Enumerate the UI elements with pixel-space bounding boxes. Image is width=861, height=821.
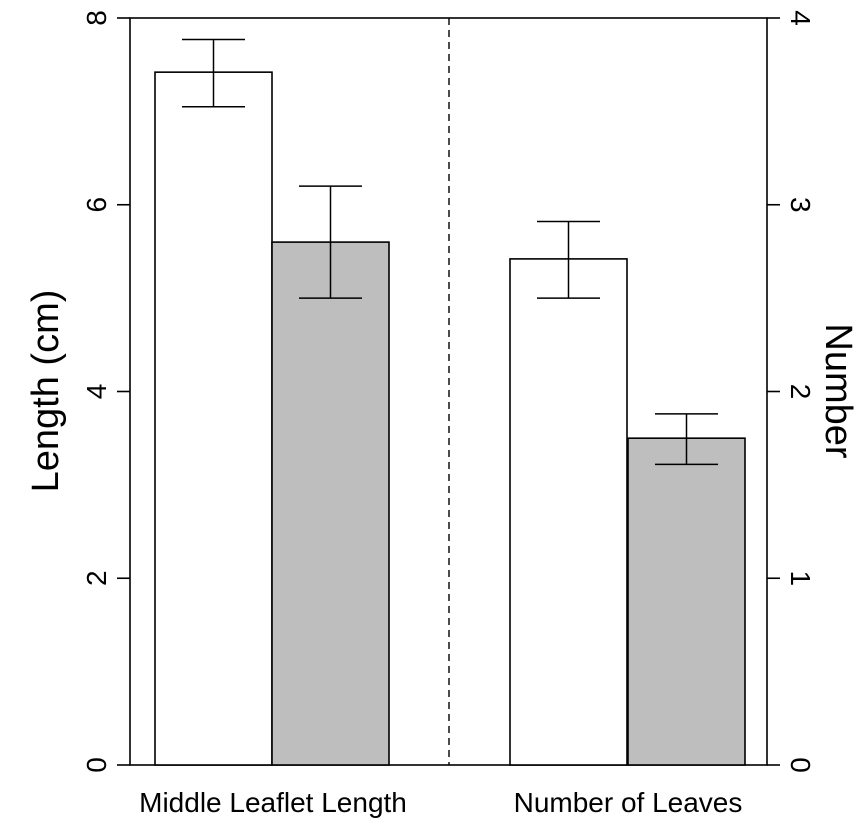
bars: [154, 71, 746, 766]
left-axis-title: Length (cm): [25, 290, 67, 493]
left-tick-label: 4: [81, 384, 112, 400]
left-axis: 0 2 4 6 8: [81, 10, 130, 773]
right-tick-label: 0: [785, 757, 816, 773]
left-tick-label: 6: [81, 197, 112, 213]
right-tick-label: 1: [785, 570, 816, 586]
right-axis: 0 1 2 3 4: [767, 10, 816, 773]
bar: [509, 258, 628, 766]
left-tick-label: 0: [81, 757, 112, 773]
category-label: Number of Leaves: [514, 787, 743, 818]
error-bars: [182, 38, 718, 466]
bar: [627, 437, 746, 766]
category-label: Middle Leaflet Length: [139, 787, 407, 818]
bar: [271, 241, 390, 766]
right-tick-label: 4: [785, 10, 816, 26]
category-labels: Middle Leaflet Length Number of Leaves: [139, 787, 742, 818]
left-tick-label: 2: [81, 570, 112, 586]
right-tick-label: 3: [785, 197, 816, 213]
left-tick-label: 8: [81, 10, 112, 26]
right-tick-label: 2: [785, 384, 816, 400]
right-axis-title: Number: [817, 323, 859, 458]
bar: [154, 71, 273, 766]
